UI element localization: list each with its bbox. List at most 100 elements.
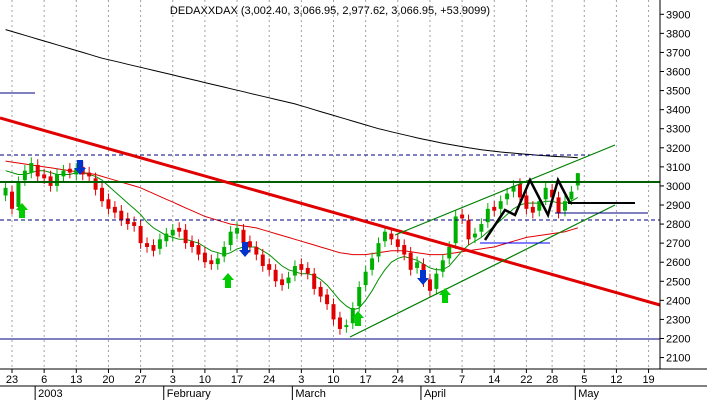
candle-body (125, 218, 130, 225)
candle-body (100, 187, 105, 202)
candle-body (87, 172, 92, 177)
candle-body (215, 258, 220, 265)
candle-body (254, 246, 259, 255)
candle-body (286, 277, 291, 284)
candle-body (235, 227, 240, 234)
candle-body (119, 210, 124, 221)
sell-arrow (417, 270, 429, 285)
candle-body (273, 269, 278, 282)
y-tick-label: 3300 (666, 124, 690, 136)
candle-body (402, 245, 407, 255)
candle-body (376, 243, 381, 257)
sell-arrow (239, 242, 251, 257)
candle-body (517, 184, 522, 198)
candle-body (492, 206, 497, 211)
candle-body (247, 241, 252, 247)
x-tick-label: 27 (134, 374, 146, 386)
candle-body (511, 185, 516, 192)
month-label: April (424, 388, 446, 400)
x-tick-label: 3 (298, 374, 304, 386)
x-tick-label: 28 (546, 374, 558, 386)
x-tick-label: 13 (70, 374, 82, 386)
candle-body (550, 189, 555, 198)
y-tick-label: 2300 (666, 314, 690, 326)
x-tick-label: 31 (424, 374, 436, 386)
candle-body (35, 164, 40, 177)
candle-body (382, 231, 387, 242)
x-tick-label: 24 (392, 374, 404, 386)
candle-body (42, 174, 47, 179)
x-tick-label: 24 (263, 374, 275, 386)
candle-body (312, 273, 317, 289)
candle-body (106, 199, 111, 209)
candle-body (530, 206, 535, 213)
channel-line (349, 204, 616, 338)
y-tick-label: 2900 (666, 200, 690, 212)
moving-average (5, 160, 578, 256)
y-tick-label: 3000 (666, 181, 690, 193)
candle-body (299, 264, 304, 270)
y-tick-label: 3500 (666, 86, 690, 98)
candle-body (74, 168, 79, 175)
candle-body (29, 163, 34, 173)
moving-average (5, 170, 579, 311)
candle-body (196, 245, 201, 255)
axes: 2100 2200 2300 2400 2500 2600 2700 2800 2900 3000… (6, 9, 690, 400)
y-tick-label: 3900 (666, 9, 690, 21)
candle-body (479, 224, 484, 232)
candle-body (3, 187, 8, 196)
y-tick-label: 2500 (666, 276, 690, 288)
chart-title: DEDAXXDAX (3,002.40, 3,066.95, 2,977.62,… (170, 5, 490, 17)
x-tick-label: 5 (581, 374, 587, 386)
buy-arrow (222, 273, 234, 288)
candle-body (112, 206, 117, 213)
candle-body (498, 201, 503, 209)
y-tick-label: 2200 (666, 333, 690, 345)
y-tick-label: 3100 (666, 162, 690, 174)
candle-body (241, 229, 246, 244)
candle-body (569, 191, 574, 200)
candle-body (337, 317, 342, 329)
month-label: May (578, 388, 599, 400)
candle-body (151, 245, 156, 251)
candle-body (260, 254, 265, 267)
buy-arrows (16, 203, 451, 326)
candle-body (318, 287, 323, 297)
candle-body (222, 246, 227, 257)
candle-body (485, 208, 490, 223)
x-tick-label: 3 (170, 374, 176, 386)
candle-body (331, 304, 336, 320)
candle-body (350, 307, 355, 324)
candle-body (505, 193, 510, 200)
candle-body (562, 201, 567, 211)
candle-body (67, 168, 72, 173)
y-tick-label: 2800 (666, 219, 690, 231)
candle-body (363, 271, 368, 286)
candle-body (157, 239, 162, 249)
candle-body (524, 195, 529, 209)
y-tick-label: 2700 (666, 238, 690, 250)
candle-body (55, 174, 60, 186)
candle-body (93, 178, 98, 190)
grid (11, 0, 650, 369)
candle-body (16, 182, 21, 207)
candle-body (408, 252, 413, 270)
x-tick-label: 12 (610, 374, 622, 386)
buy-arrow (16, 203, 28, 218)
candle-body (292, 266, 297, 276)
y-tick-label: 3200 (666, 143, 690, 155)
sell-arrow (74, 160, 86, 175)
candle-body (389, 233, 394, 240)
month-label: 2003 (38, 388, 62, 400)
month-label: February (167, 388, 212, 400)
candle-body (202, 252, 207, 263)
candle-body (280, 279, 285, 286)
x-tick-label: 20 (102, 374, 114, 386)
candle-body (357, 287, 362, 307)
buy-arrow (439, 288, 451, 303)
candle-body (177, 227, 182, 232)
x-tick-label: 17 (231, 374, 243, 386)
candle-body (556, 197, 561, 213)
